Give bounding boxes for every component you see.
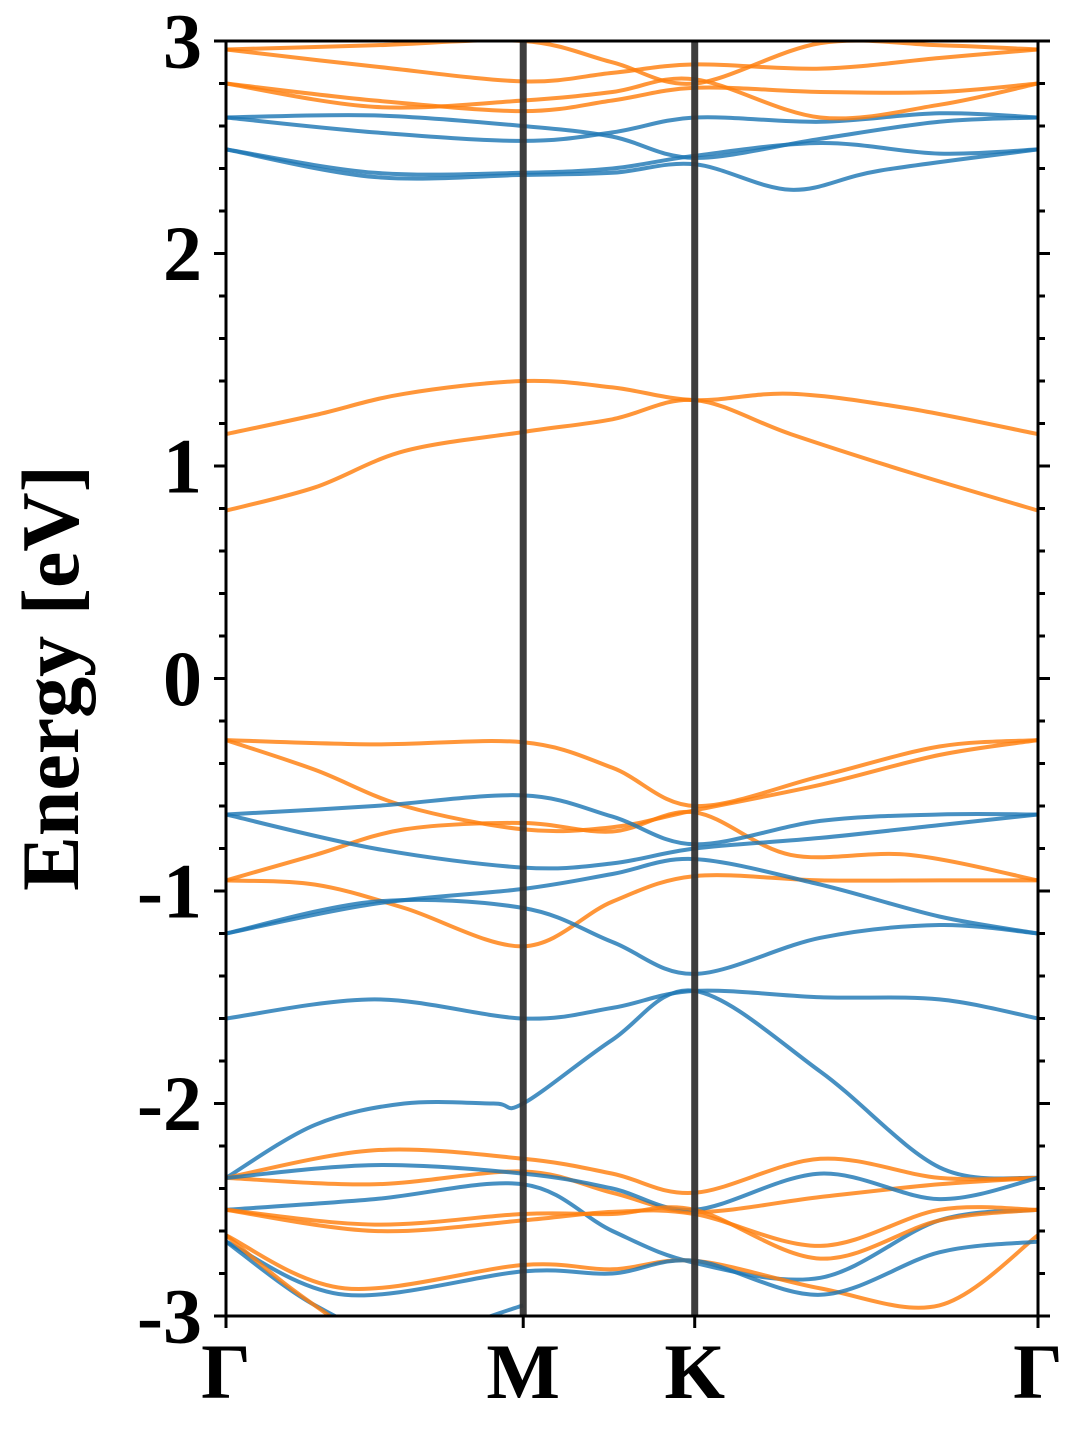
band-line-down-11 xyxy=(226,738,1038,834)
plot-frame xyxy=(224,39,1040,1318)
y-tick-labels: -3 -2 -1 0 1 2 3 xyxy=(137,0,202,1360)
band-line-down-4 xyxy=(226,47,1038,84)
band-line-up-1 xyxy=(226,111,1038,143)
band-line-down-25 xyxy=(226,1205,1038,1248)
kpoint-label-2: K xyxy=(664,1328,725,1415)
band-line-up-17 xyxy=(226,897,1038,976)
y-axis-label: Energy [eV] xyxy=(5,465,96,891)
band-line-down-20 xyxy=(226,1147,1038,1195)
band-line-down-6 xyxy=(226,76,1038,121)
band-line-up-28 xyxy=(226,1239,524,1316)
band-line-up-22 xyxy=(226,1163,1038,1212)
band-line-up-0 xyxy=(226,113,1038,160)
y-tick-label-5: 2 xyxy=(163,210,202,297)
band-line-up-3 xyxy=(226,147,1038,192)
y-tick-label-0: -3 xyxy=(137,1273,202,1360)
y-tick-label-3: 0 xyxy=(163,635,202,722)
band-line-up-14 xyxy=(226,793,1038,847)
kpath-lines xyxy=(519,41,699,1316)
y-tick-label-1: -2 xyxy=(137,1060,202,1147)
band-line-up-2 xyxy=(226,140,1038,177)
band-line-down-10 xyxy=(226,738,1038,809)
bands-group xyxy=(226,41,1038,1316)
band-line-up-27 xyxy=(226,1239,1038,1298)
y-tick-label-4: 1 xyxy=(163,423,202,510)
band-line-down-9 xyxy=(226,397,1038,513)
kpoint-label-3: Γ xyxy=(1013,1328,1063,1415)
band-line-up-19 xyxy=(226,988,1038,1181)
band-line-down-7 xyxy=(226,81,1038,114)
band-line-up-18 xyxy=(226,988,1038,1021)
band-line-down-5 xyxy=(226,41,1038,86)
kpoint-label-0: Γ xyxy=(201,1328,251,1415)
band-line-down-29 xyxy=(226,1233,334,1316)
band-line-down-8 xyxy=(226,378,1038,437)
y-tick-label-2: -1 xyxy=(137,848,202,935)
y-tick-label-6: 3 xyxy=(163,0,202,85)
band-line-down-13 xyxy=(226,873,1038,949)
kpoint-label-1: M xyxy=(486,1328,560,1415)
band-line-up-16 xyxy=(226,856,1038,936)
band-line-down-21 xyxy=(226,1169,1038,1214)
axis-ticks xyxy=(214,39,1050,1328)
band-line-up-15 xyxy=(226,812,1038,871)
